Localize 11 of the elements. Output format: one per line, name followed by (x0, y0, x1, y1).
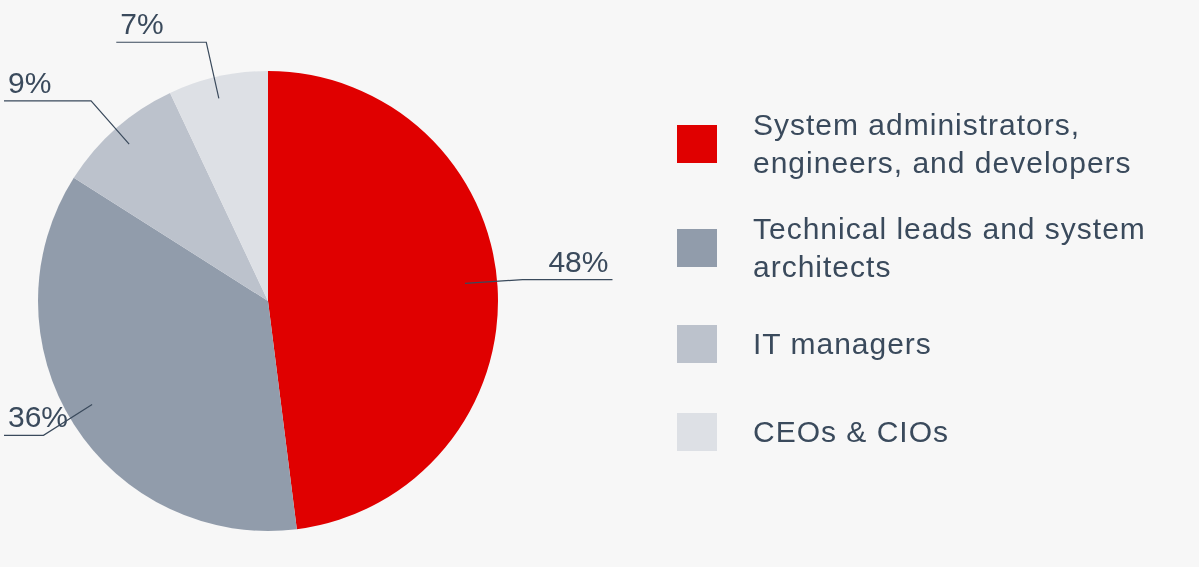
legend-label: IT managers (753, 325, 932, 362)
legend-label: Technical leads and system architects (753, 210, 1147, 285)
legend-label: CEOs & CIOs (753, 413, 950, 450)
data-label: 36% (8, 400, 69, 434)
data-label: 9% (8, 65, 52, 99)
pie-slice (170, 71, 268, 301)
data-label: 7% (120, 7, 164, 41)
data-label: 48% (548, 244, 609, 278)
pie-slice (73, 92, 268, 301)
pie-slice (268, 71, 498, 530)
legend-label: System administrators, engineers, and developers (753, 106, 1133, 181)
